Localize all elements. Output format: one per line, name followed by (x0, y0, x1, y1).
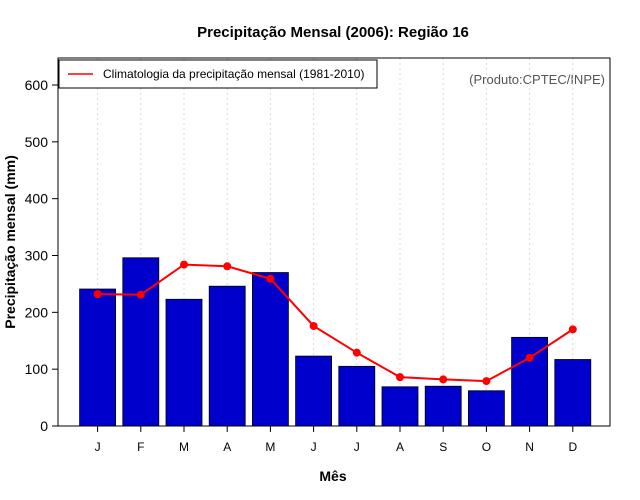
climatology-point-11 (525, 353, 534, 362)
bar-3 (165, 298, 203, 427)
y-tick-label: 200 (25, 304, 49, 320)
x-tick-label: D (568, 440, 577, 454)
bar-9 (424, 385, 462, 427)
bar-7 (338, 365, 376, 427)
climatology-point-12 (568, 325, 577, 334)
x-tick-label: J (354, 440, 360, 454)
bar-12 (554, 359, 592, 427)
bar-10 (467, 390, 505, 427)
legend-label: Climatologia da precipitação mensal (198… (103, 67, 364, 81)
bars-group (79, 257, 592, 427)
x-tick-label: A (396, 440, 404, 454)
y-tick-label: 500 (25, 134, 49, 150)
y-axis: 0 100 200 300 400 500 600 (25, 77, 58, 434)
bar-8 (381, 386, 419, 427)
plot-frame (57, 57, 611, 427)
climatology-point-4 (223, 262, 232, 271)
y-tick-label: 100 (25, 361, 49, 377)
climatology-point-2 (136, 290, 145, 299)
x-tick-label: A (223, 440, 231, 454)
climatology-point-5 (266, 274, 275, 283)
climatology-point-6 (309, 321, 318, 330)
x-tick-label: J (311, 440, 317, 454)
climatology-point-3 (180, 260, 188, 269)
climatology-point-8 (396, 373, 404, 382)
x-tick-label: F (137, 440, 144, 454)
x-axis-title: Mês (319, 468, 346, 484)
bar-11 (511, 336, 549, 427)
bar-6 (295, 355, 333, 427)
chart-title: Precipitação Mensal (2006): Região 16 (197, 24, 469, 41)
climatology-point-1 (93, 290, 102, 299)
climatology-point-10 (482, 377, 491, 386)
climatology-line-group (93, 260, 577, 386)
bar-2 (122, 257, 160, 427)
climatology-point-7 (352, 348, 361, 357)
legend-box (58, 59, 378, 89)
x-tick-label: O (482, 440, 491, 454)
y-tick-label: 400 (25, 191, 49, 207)
x-tick-label: N (525, 440, 534, 454)
legend: Climatologia da precipitação mensal (198… (58, 59, 378, 89)
bar-1 (79, 288, 116, 427)
credit-text: (Produto:CPTEC/INPE) (469, 72, 605, 87)
climatology-line (97, 263, 574, 383)
bar-4 (208, 285, 246, 427)
bar-5 (251, 272, 289, 427)
climatology-point-9 (439, 375, 448, 384)
y-tick-label: 300 (25, 248, 49, 264)
y-axis-title: Precipitação mensal (mm) (2, 155, 18, 329)
y-tick-label: 0 (40, 418, 48, 434)
x-tick-label: S (439, 440, 447, 454)
x-tick-label: J (95, 440, 101, 454)
y-tick-label: 600 (25, 77, 49, 93)
x-tick-label: M (265, 440, 275, 454)
x-tick-label: M (179, 440, 189, 454)
